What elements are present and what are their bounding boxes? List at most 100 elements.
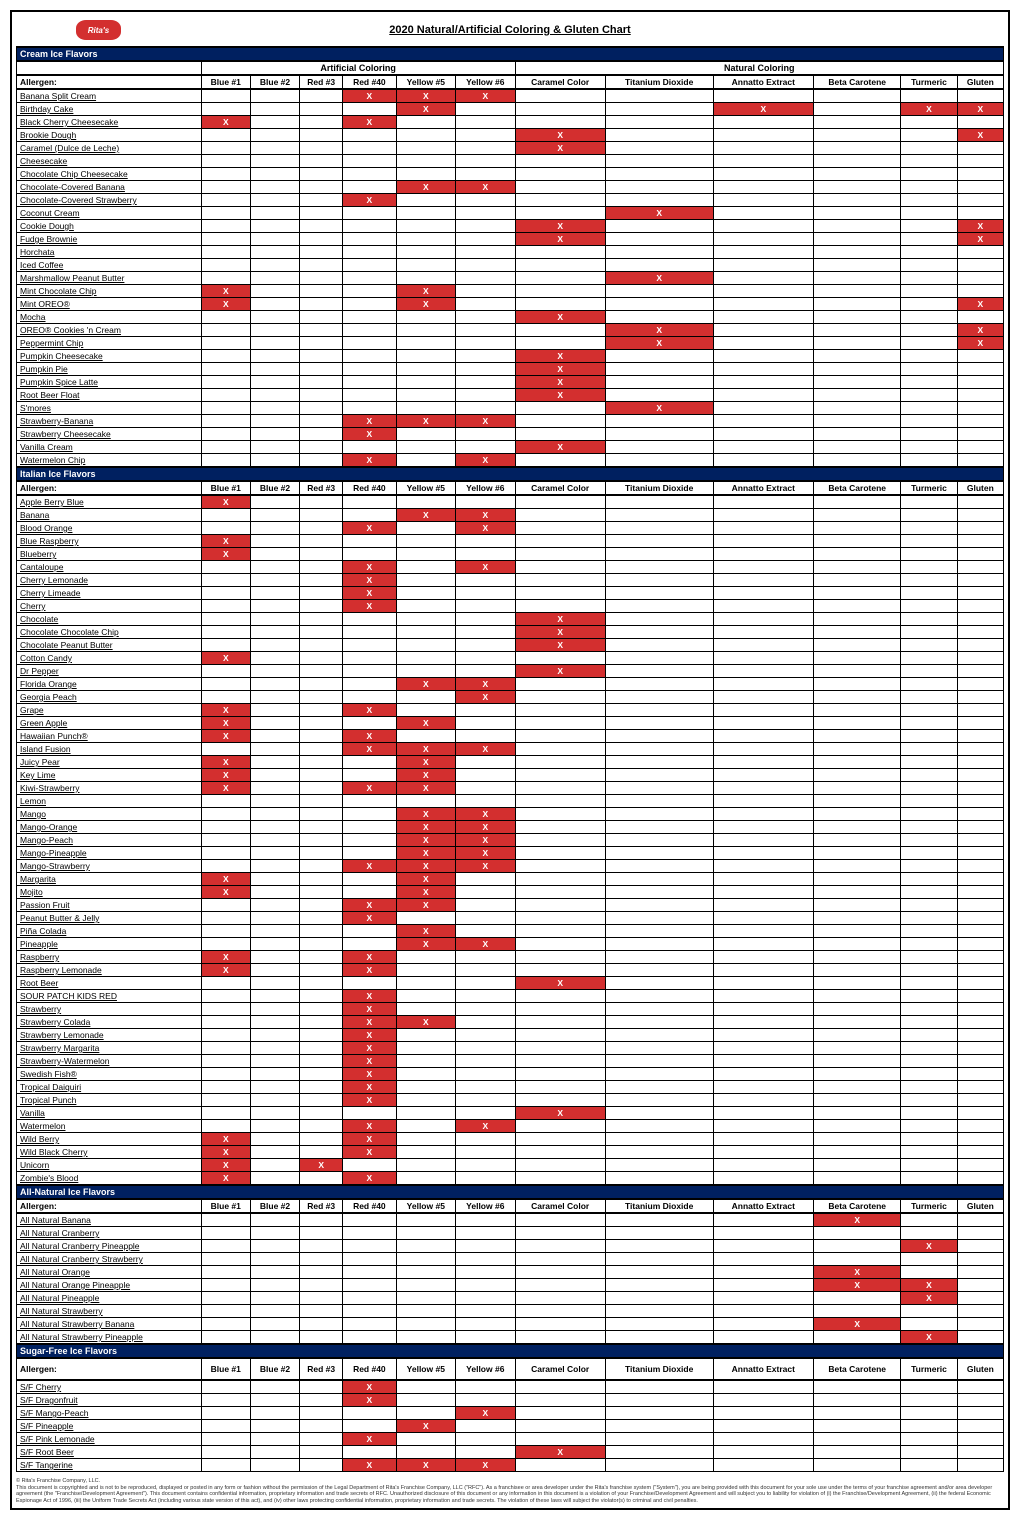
flavor-name[interactable]: Mango-Peach	[17, 834, 202, 847]
flavor-name[interactable]: Mocha	[17, 311, 202, 324]
flavor-name[interactable]: Root Beer Float	[17, 389, 202, 402]
flavor-name[interactable]: Blood Orange	[17, 522, 202, 535]
flavor-name[interactable]: Passion Fruit	[17, 899, 202, 912]
flavor-name[interactable]: Root Beer	[17, 977, 202, 990]
flavor-name[interactable]: Mango-Strawberry	[17, 860, 202, 873]
flavor-name[interactable]: Chocolate-Covered Banana	[17, 181, 202, 194]
flavor-name[interactable]: Florida Orange	[17, 678, 202, 691]
flavor-name[interactable]: Peanut Butter & Jelly	[17, 912, 202, 925]
flavor-name[interactable]: Raspberry Lemonade	[17, 964, 202, 977]
flavor-name[interactable]: Zombie's Blood	[17, 1172, 202, 1186]
flavor-name[interactable]: Cherry	[17, 600, 202, 613]
flavor-name[interactable]: Watermelon Chip	[17, 454, 202, 468]
flavor-name[interactable]: Chocolate Chocolate Chip	[17, 626, 202, 639]
flavor-name[interactable]: SOUR PATCH KIDS RED	[17, 990, 202, 1003]
flavor-name[interactable]: Chocolate Peanut Butter	[17, 639, 202, 652]
flavor-name[interactable]: Lemon	[17, 795, 202, 808]
flavor-name[interactable]: Horchata	[17, 246, 202, 259]
flavor-name[interactable]: Banana	[17, 509, 202, 522]
flavor-name[interactable]: Mango-Pineapple	[17, 847, 202, 860]
flavor-name[interactable]: Chocolate-Covered Strawberry	[17, 194, 202, 207]
flavor-name[interactable]: S/F Tangerine	[17, 1459, 202, 1472]
flavor-name[interactable]: Peppermint Chip	[17, 337, 202, 350]
flavor-name[interactable]: Banana Split Cream	[17, 89, 202, 103]
flavor-name[interactable]: Cherry Lemonade	[17, 574, 202, 587]
flavor-name[interactable]: Mango	[17, 808, 202, 821]
flavor-name[interactable]: Mojito	[17, 886, 202, 899]
flavor-name[interactable]: Fudge Brownie	[17, 233, 202, 246]
flavor-name[interactable]: All Natural Strawberry Pineapple	[17, 1331, 202, 1345]
flavor-name[interactable]: Georgia Peach	[17, 691, 202, 704]
flavor-name[interactable]: Unicorn	[17, 1159, 202, 1172]
flavor-name[interactable]: Tropical Punch	[17, 1094, 202, 1107]
flavor-name[interactable]: Cotton Candy	[17, 652, 202, 665]
flavor-name[interactable]: Caramel (Dulce de Leche)	[17, 142, 202, 155]
flavor-name[interactable]: Birthday Cake	[17, 103, 202, 116]
flavor-name[interactable]: Swedish Fish®	[17, 1068, 202, 1081]
flavor-name[interactable]: Wild Black Cherry	[17, 1146, 202, 1159]
flavor-name[interactable]: Wild Berry	[17, 1133, 202, 1146]
flavor-name[interactable]: Strawberry-Watermelon	[17, 1055, 202, 1068]
flavor-name[interactable]: Kiwi-Strawberry	[17, 782, 202, 795]
flavor-name[interactable]: Key Lime	[17, 769, 202, 782]
flavor-name[interactable]: All Natural Banana	[17, 1213, 202, 1227]
flavor-name[interactable]: Pineapple	[17, 938, 202, 951]
flavor-name[interactable]: Cherry Limeade	[17, 587, 202, 600]
flavor-name[interactable]: Strawberry Cheesecake	[17, 428, 202, 441]
flavor-name[interactable]: All Natural Pineapple	[17, 1292, 202, 1305]
flavor-name[interactable]: Margarita	[17, 873, 202, 886]
flavor-name[interactable]: Strawberry Lemonade	[17, 1029, 202, 1042]
flavor-name[interactable]: Strawberry	[17, 1003, 202, 1016]
flavor-name[interactable]: Chocolate Chip Cheesecake	[17, 168, 202, 181]
flavor-name[interactable]: Island Fusion	[17, 743, 202, 756]
flavor-name[interactable]: S/F Pink Lemonade	[17, 1433, 202, 1446]
flavor-name[interactable]: Chocolate	[17, 613, 202, 626]
flavor-name[interactable]: S/F Cherry	[17, 1380, 202, 1394]
flavor-name[interactable]: Blueberry	[17, 548, 202, 561]
flavor-name[interactable]: All Natural Strawberry	[17, 1305, 202, 1318]
flavor-name[interactable]: Marshmallow Peanut Butter	[17, 272, 202, 285]
flavor-name[interactable]: Coconut Cream	[17, 207, 202, 220]
flavor-name[interactable]: Vanilla Cream	[17, 441, 202, 454]
flavor-name[interactable]: Strawberry-Banana	[17, 415, 202, 428]
flavor-name[interactable]: Strawberry Colada	[17, 1016, 202, 1029]
flavor-name[interactable]: Blue Raspberry	[17, 535, 202, 548]
flavor-name[interactable]: Iced Coffee	[17, 259, 202, 272]
flavor-name[interactable]: Black Cherry Cheesecake	[17, 116, 202, 129]
flavor-name[interactable]: OREO® Cookies 'n Cream	[17, 324, 202, 337]
flavor-name[interactable]: Cheesecake	[17, 155, 202, 168]
flavor-name[interactable]: S/F Root Beer	[17, 1446, 202, 1459]
flavor-name[interactable]: Hawaiian Punch®	[17, 730, 202, 743]
flavor-name[interactable]: Green Apple	[17, 717, 202, 730]
flavor-name[interactable]: All Natural Strawberry Banana	[17, 1318, 202, 1331]
flavor-name[interactable]: Vanilla	[17, 1107, 202, 1120]
flavor-name[interactable]: All Natural Cranberry Strawberry	[17, 1253, 202, 1266]
flavor-name[interactable]: Pumpkin Spice Latte	[17, 376, 202, 389]
flavor-name[interactable]: Mango-Orange	[17, 821, 202, 834]
flavor-name[interactable]: S/F Mango-Peach	[17, 1407, 202, 1420]
flavor-name[interactable]: Cantaloupe	[17, 561, 202, 574]
flavor-name[interactable]: Grape	[17, 704, 202, 717]
flavor-name[interactable]: All Natural Orange Pineapple	[17, 1279, 202, 1292]
flavor-name[interactable]: Juicy Pear	[17, 756, 202, 769]
flavor-name[interactable]: Cookie Dough	[17, 220, 202, 233]
flavor-name[interactable]: Apple Berry Blue	[17, 495, 202, 509]
flavor-name[interactable]: Watermelon	[17, 1120, 202, 1133]
flavor-name[interactable]: S/F Pineapple	[17, 1420, 202, 1433]
flavor-name[interactable]: Pumpkin Pie	[17, 363, 202, 376]
flavor-name[interactable]: S'mores	[17, 402, 202, 415]
flavor-name[interactable]: Pumpkin Cheesecake	[17, 350, 202, 363]
flavor-name[interactable]: All Natural Cranberry	[17, 1227, 202, 1240]
flavor-name[interactable]: All Natural Orange	[17, 1266, 202, 1279]
flavor-name[interactable]: Raspberry	[17, 951, 202, 964]
flavor-name[interactable]: S/F Dragonfruit	[17, 1394, 202, 1407]
flavor-name[interactable]: Strawberry Margarita	[17, 1042, 202, 1055]
flavor-name[interactable]: Mint OREO®	[17, 298, 202, 311]
flavor-name[interactable]: Tropical Daiquiri	[17, 1081, 202, 1094]
flavor-name[interactable]: Brookie Dough	[17, 129, 202, 142]
flavor-name[interactable]: Mint Chocolate Chip	[17, 285, 202, 298]
cell	[201, 938, 250, 951]
flavor-name[interactable]: All Natural Cranberry Pineapple	[17, 1240, 202, 1253]
flavor-name[interactable]: Piña Colada	[17, 925, 202, 938]
flavor-name[interactable]: Dr Pepper	[17, 665, 202, 678]
